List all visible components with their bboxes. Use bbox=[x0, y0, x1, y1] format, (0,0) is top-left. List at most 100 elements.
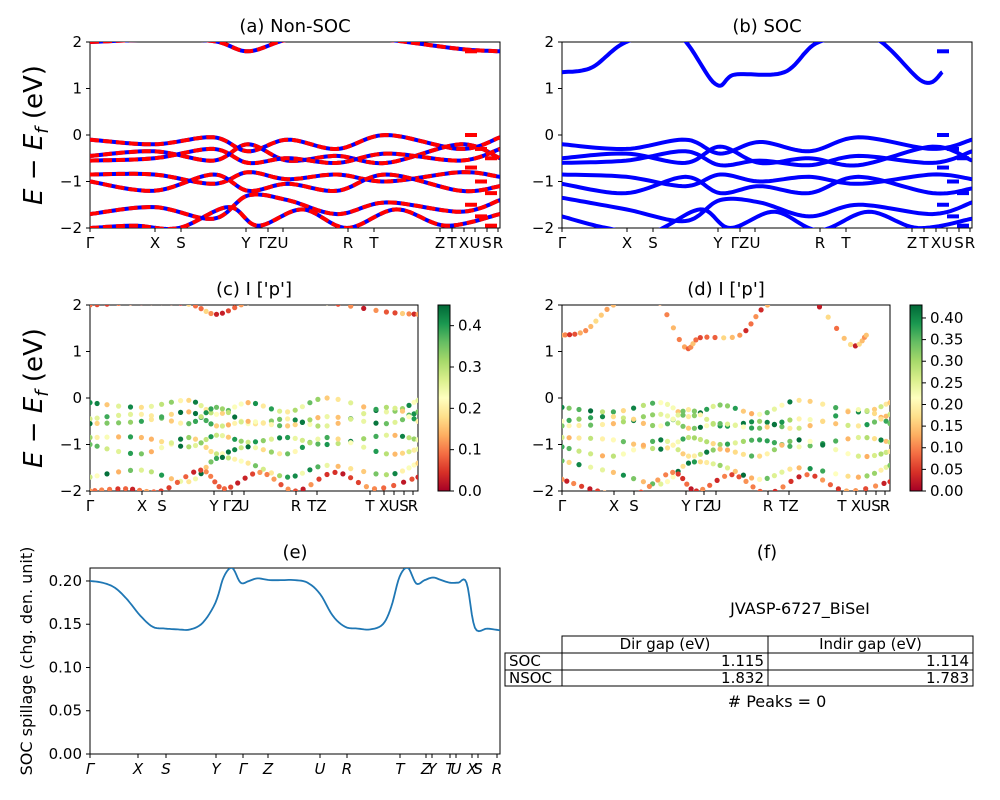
scatter-point bbox=[127, 404, 134, 410]
scatter-point bbox=[186, 409, 192, 415]
scatter-point bbox=[415, 311, 418, 317]
band-line-red-b7 bbox=[90, 205, 500, 228]
scatter-point bbox=[835, 486, 841, 491]
scatter-point bbox=[566, 445, 572, 452]
scatter-point bbox=[883, 401, 889, 407]
panel-d-xtick-label: Y bbox=[680, 497, 691, 515]
scatter-point bbox=[800, 295, 805, 300]
panel-d-xtick-label: R bbox=[763, 497, 773, 515]
scatter-point bbox=[724, 465, 731, 471]
scatter-point bbox=[740, 424, 747, 430]
scatter-point bbox=[245, 400, 251, 406]
scatter-point bbox=[680, 423, 686, 429]
scatter-point bbox=[238, 438, 244, 444]
scatter-point bbox=[160, 305, 163, 306]
panel-a-bands bbox=[90, 42, 500, 228]
scatter-point bbox=[796, 465, 802, 471]
scatter-point bbox=[729, 472, 735, 478]
panel-b-xtick-label: ΓZ bbox=[731, 234, 750, 252]
scatter-point bbox=[796, 437, 802, 443]
band-line-b4 bbox=[562, 172, 972, 189]
scatter-point bbox=[595, 488, 601, 491]
scatter-point bbox=[219, 451, 225, 457]
scatter-point bbox=[757, 411, 763, 417]
scatter-point bbox=[670, 469, 676, 475]
scatter-point bbox=[878, 416, 884, 422]
scatter-point bbox=[285, 423, 291, 429]
scatter-point bbox=[827, 482, 834, 488]
scatter-point bbox=[714, 477, 720, 483]
scatter-point bbox=[137, 487, 143, 491]
scatter-point bbox=[650, 422, 656, 429]
scatter-point bbox=[90, 441, 93, 448]
scatter-point bbox=[260, 447, 266, 453]
scatter-point bbox=[348, 475, 354, 481]
scatter-point bbox=[90, 416, 93, 422]
scatter-point bbox=[883, 464, 889, 470]
scatter-point bbox=[583, 328, 589, 334]
scatter-point bbox=[203, 469, 209, 475]
scatter-point bbox=[104, 434, 110, 440]
panel-d-axes-frame bbox=[561, 304, 891, 492]
panel-c-ytick-label: 0 bbox=[72, 389, 82, 407]
scatter-point bbox=[834, 325, 840, 331]
panel-a-ytick-label: −2 bbox=[60, 219, 82, 237]
scatter-point bbox=[94, 420, 100, 426]
scatter-point bbox=[562, 476, 565, 482]
scatter-point bbox=[710, 403, 716, 409]
scatter-point bbox=[676, 336, 682, 343]
panel-e-xtick-label: S bbox=[473, 760, 483, 778]
scatter-point bbox=[732, 422, 738, 428]
scatter-point bbox=[168, 418, 174, 424]
panel-c-ytick-label: 2 bbox=[72, 296, 82, 314]
scatter-point bbox=[732, 405, 738, 411]
scatter-point bbox=[599, 467, 606, 473]
band-line-b1 bbox=[562, 135, 972, 156]
scatter-point bbox=[332, 469, 338, 475]
scatter-point bbox=[757, 418, 763, 424]
scatter-point bbox=[749, 425, 755, 431]
scatter-point bbox=[104, 471, 110, 477]
scatter-point bbox=[743, 478, 749, 484]
panel-a-xtick-label: S bbox=[176, 234, 186, 252]
scatter-point bbox=[779, 424, 785, 430]
scatter-point bbox=[675, 412, 681, 418]
scatter-point bbox=[780, 484, 786, 490]
panel-b-xtick-label: S bbox=[954, 234, 964, 252]
scatter-point bbox=[753, 314, 759, 320]
scatter-point bbox=[278, 482, 284, 488]
scatter-point bbox=[178, 443, 184, 449]
scatter-point bbox=[213, 455, 220, 461]
scatter-point bbox=[833, 471, 839, 477]
scatter-point bbox=[293, 298, 298, 303]
scatter-point bbox=[415, 397, 418, 403]
scatter-point bbox=[704, 439, 710, 445]
scatter-point bbox=[238, 305, 244, 308]
scatter-point bbox=[99, 487, 105, 491]
scatter-point bbox=[168, 476, 174, 482]
scatter-point bbox=[796, 444, 802, 450]
scatter-point bbox=[94, 434, 100, 440]
scatter-point bbox=[812, 473, 818, 479]
scatter-point bbox=[620, 472, 627, 478]
scatter-point bbox=[148, 413, 154, 419]
scatter-point bbox=[847, 341, 854, 348]
scatter-point bbox=[348, 416, 354, 422]
scatter-point bbox=[599, 414, 606, 420]
scatter-point bbox=[878, 451, 884, 457]
scatter-point bbox=[566, 423, 572, 429]
scatter-point bbox=[198, 440, 204, 446]
scatter-point bbox=[392, 432, 398, 438]
panel-c-ylabel-ef: E bbox=[19, 396, 49, 413]
scatter-point bbox=[406, 311, 412, 317]
scatter-point bbox=[260, 420, 266, 426]
scatter-point bbox=[887, 411, 890, 417]
scatter-point bbox=[658, 411, 664, 417]
scatter-point bbox=[697, 412, 704, 418]
scatter-point bbox=[213, 411, 220, 417]
scatter-point bbox=[562, 418, 565, 424]
scatter-point bbox=[599, 409, 606, 415]
scatter-point bbox=[178, 305, 183, 306]
scatter-point bbox=[710, 441, 716, 447]
scatter-point bbox=[883, 418, 889, 424]
